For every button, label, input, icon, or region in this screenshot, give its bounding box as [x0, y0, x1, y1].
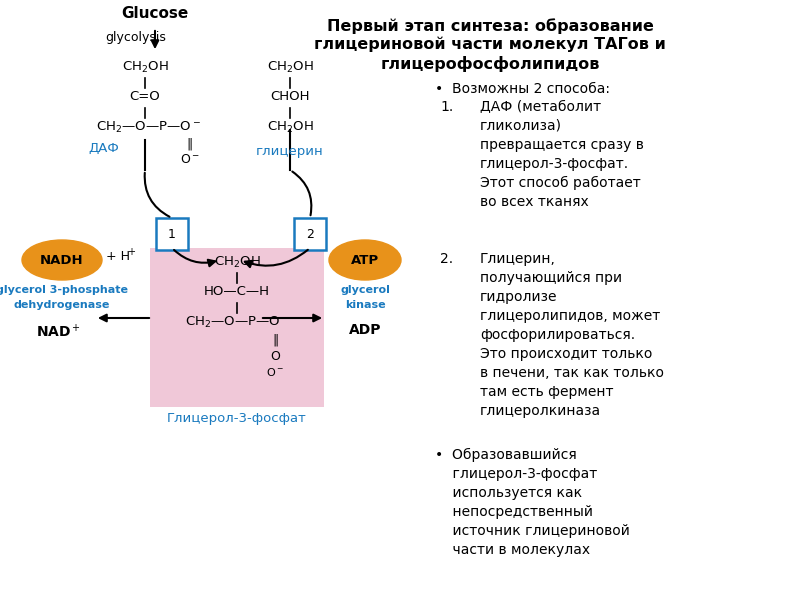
Text: CH$_2$—O—P—O$^-$: CH$_2$—O—P—O$^-$ — [185, 315, 290, 330]
Text: CH$_2$OH: CH$_2$OH — [122, 60, 168, 75]
Text: kinase: kinase — [345, 300, 386, 310]
Text: + H: + H — [106, 251, 130, 263]
Text: ДАФ (метаболит
гликолиза)
превращается сразу в
глицерол-3-фосфат.
Этот способ ра: ДАФ (метаболит гликолиза) превращается с… — [480, 100, 644, 209]
Text: Первый этап синтеза: образование: Первый этап синтеза: образование — [326, 18, 654, 34]
Text: O: O — [270, 350, 280, 363]
Text: CH$_2$OH: CH$_2$OH — [214, 255, 260, 270]
FancyBboxPatch shape — [150, 248, 324, 407]
Text: •  Образовавшийся
    глицерол-3-фосфат
    используется как
    непосредственны: • Образовавшийся глицерол-3-фосфат испол… — [435, 448, 630, 557]
Text: 2: 2 — [306, 227, 314, 241]
Text: Глицерин,
получающийся при
гидролизе
глицеролипидов, может
фосфорилироваться.
Эт: Глицерин, получающийся при гидролизе гли… — [480, 252, 664, 418]
Text: 1: 1 — [168, 227, 176, 241]
Text: ‖: ‖ — [272, 333, 278, 346]
Text: глицерин: глицерин — [256, 145, 324, 158]
Text: HO—C—H: HO—C—H — [204, 285, 270, 298]
Text: ADP: ADP — [349, 323, 382, 337]
Text: CHOH: CHOH — [270, 90, 310, 103]
Text: dehydrogenase: dehydrogenase — [14, 300, 110, 310]
Text: CH$_2$OH: CH$_2$OH — [266, 120, 314, 135]
Text: C=O: C=O — [130, 90, 160, 103]
Text: Глицерол-3-фосфат: Глицерол-3-фосфат — [167, 412, 307, 425]
Text: 1.: 1. — [440, 100, 454, 114]
Text: глицерофосфолипидов: глицерофосфолипидов — [380, 56, 600, 72]
Text: глицериновой части молекул ТАГов и: глицериновой части молекул ТАГов и — [314, 37, 666, 52]
Text: O$^-$: O$^-$ — [266, 366, 284, 378]
Text: O$^-$: O$^-$ — [180, 153, 200, 166]
Text: glycolysis: glycolysis — [105, 31, 166, 44]
FancyBboxPatch shape — [156, 218, 188, 250]
Text: +: + — [127, 247, 135, 257]
Text: ATP: ATP — [351, 253, 379, 266]
Text: •  Возможны 2 способа:: • Возможны 2 способа: — [435, 82, 610, 96]
Text: CH$_2$—O—P—O$^-$: CH$_2$—O—P—O$^-$ — [95, 120, 201, 135]
Ellipse shape — [329, 240, 401, 280]
Text: CH$_2$OH: CH$_2$OH — [266, 60, 314, 75]
Text: NAD$^+$: NAD$^+$ — [35, 323, 81, 340]
Text: NADH: NADH — [40, 253, 84, 266]
Text: 2.: 2. — [440, 252, 453, 266]
Ellipse shape — [22, 240, 102, 280]
Text: ДАФ: ДАФ — [88, 142, 118, 155]
Text: Glucose: Glucose — [122, 6, 189, 21]
Text: glycerol 3-phosphate: glycerol 3-phosphate — [0, 285, 128, 295]
FancyBboxPatch shape — [294, 218, 326, 250]
Text: ‖: ‖ — [187, 138, 193, 151]
Text: glycerol: glycerol — [340, 285, 390, 295]
